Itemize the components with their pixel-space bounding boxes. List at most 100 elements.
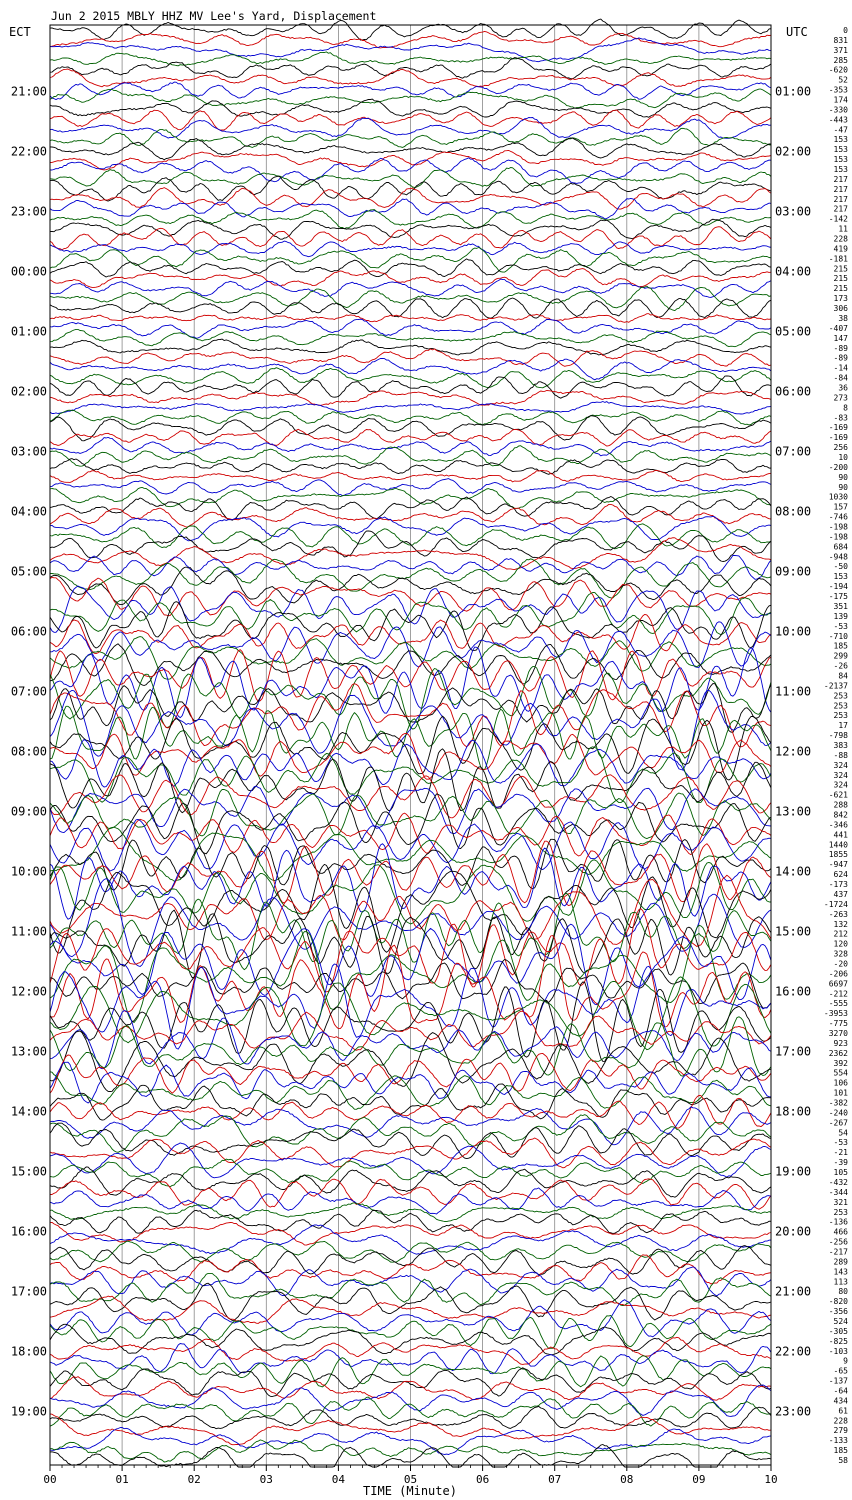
trace-line xyxy=(49,1439,772,1463)
trace-offset-label: -825 xyxy=(829,1337,848,1346)
trace-line xyxy=(49,1106,772,1146)
trace-offset-label: 2362 xyxy=(829,1049,848,1058)
trace-line xyxy=(49,127,772,148)
trace-offset-label: 324 xyxy=(834,761,849,770)
trace-offset-label: -89 xyxy=(834,344,849,353)
trace-line xyxy=(49,458,772,475)
trace-line xyxy=(49,1367,772,1397)
trace-line xyxy=(49,1083,772,1121)
trace-offset-label: 132 xyxy=(834,920,849,929)
left-hour-label: 08:00 xyxy=(11,745,47,759)
trace-offset-label: -432 xyxy=(829,1178,848,1187)
trace-offset-label: -133 xyxy=(829,1436,848,1445)
trace-line xyxy=(49,1272,772,1306)
trace-offset-label: 306 xyxy=(834,304,849,313)
trace-offset-label: 120 xyxy=(834,940,849,949)
trace-line xyxy=(49,788,772,840)
x-tick-label: 03 xyxy=(260,1473,273,1486)
right-hour-label: 20:00 xyxy=(775,1225,811,1239)
trace-offset-label: 84 xyxy=(838,671,848,680)
trace-offset-label: 434 xyxy=(834,1396,849,1405)
trace-line xyxy=(49,1016,772,1077)
trace-line xyxy=(49,840,772,907)
trace-line xyxy=(49,1061,772,1104)
trace-line xyxy=(49,576,772,617)
trace-line xyxy=(49,226,772,251)
x-tick-label: 05 xyxy=(404,1473,417,1486)
trace-offset-label: 8 xyxy=(843,403,848,412)
trace-line xyxy=(49,785,772,835)
trace-offset-label: 217 xyxy=(834,185,849,194)
trace-line xyxy=(49,436,772,457)
trace-line xyxy=(49,1122,772,1160)
trace-offset-label: 383 xyxy=(834,741,849,750)
trace-offset-label: -65 xyxy=(834,1367,849,1376)
right-hour-label: 19:00 xyxy=(775,1165,811,1179)
trace-offset-label: 285 xyxy=(834,56,849,65)
trace-line xyxy=(49,98,772,118)
trace-offset-label: 328 xyxy=(834,950,849,959)
trace-line xyxy=(49,523,772,550)
chart-title: Jun 2 2015 MBLY HHZ MV Lee's Yard, Displ… xyxy=(51,9,376,23)
trace-line xyxy=(49,348,772,367)
trace-line xyxy=(49,415,772,442)
trace-offset-label: -621 xyxy=(829,791,848,800)
trace-line xyxy=(49,705,772,771)
trace-line xyxy=(49,1187,772,1215)
trace-line xyxy=(49,496,772,521)
trace-offset-label: 61 xyxy=(838,1406,848,1415)
left-hour-label: 22:00 xyxy=(11,145,47,159)
right-timezone-label: UTC xyxy=(786,25,808,39)
right-hour-label: 04:00 xyxy=(775,265,811,279)
trace-offset-label: -3953 xyxy=(824,1009,848,1018)
trace-offset-label: -1724 xyxy=(824,900,848,909)
trace-line xyxy=(49,187,772,210)
trace-offset-label: 90 xyxy=(838,483,848,492)
trace-offset-label: 1855 xyxy=(829,850,848,859)
minute-gridlines xyxy=(121,25,700,1465)
trace-offset-label: -620 xyxy=(829,66,848,75)
trace-offset-label: -173 xyxy=(829,880,848,889)
left-hour-label: 13:00 xyxy=(11,1045,47,1059)
trace-line xyxy=(49,878,772,967)
trace-offset-label: 157 xyxy=(834,503,849,512)
right-hour-label: 23:00 xyxy=(775,1405,811,1419)
trace-line xyxy=(49,486,772,509)
left-hour-label: 15:00 xyxy=(11,1165,47,1179)
trace-offset-label: 624 xyxy=(834,870,849,879)
trace-line xyxy=(49,592,772,636)
trace-line xyxy=(49,1376,772,1401)
trace-offset-label: -382 xyxy=(829,1099,848,1108)
right-hour-label: 15:00 xyxy=(775,925,811,939)
left-hour-label: 04:00 xyxy=(11,505,47,519)
trace-offset-label: -20 xyxy=(834,959,849,968)
x-tick-label: 09 xyxy=(692,1473,705,1486)
left-hour-label: 00:00 xyxy=(11,265,47,279)
trace-line xyxy=(49,109,772,131)
trace-offset-label: 321 xyxy=(834,1198,849,1207)
trace-offset-label: 273 xyxy=(834,393,849,402)
trace-offset-label: 153 xyxy=(834,135,849,144)
trace-offset-label: 228 xyxy=(834,1416,849,1425)
trace-offset-label: 217 xyxy=(834,195,849,204)
trace-offset-label: -53 xyxy=(834,1138,849,1147)
trace-offset-label: -353 xyxy=(829,86,848,95)
trace-line xyxy=(49,1209,772,1234)
trace-offset-label: 139 xyxy=(834,612,849,621)
trace-line xyxy=(49,793,772,855)
trace-line xyxy=(49,313,772,323)
trace-line xyxy=(49,643,772,686)
left-hour-label: 19:00 xyxy=(11,1405,47,1419)
trace-offset-label: -305 xyxy=(829,1327,848,1336)
trace-line xyxy=(49,149,772,171)
trace-line xyxy=(49,30,772,49)
left-hour-label: 12:00 xyxy=(11,985,47,999)
trace-offset-label: -240 xyxy=(829,1108,848,1117)
trace-offset-label: 1440 xyxy=(829,840,848,849)
trace-offset-label: 215 xyxy=(834,284,849,293)
trace-line xyxy=(49,826,772,882)
x-tick-label: 04 xyxy=(332,1473,346,1486)
trace-line xyxy=(49,428,772,447)
trace-offset-label: -217 xyxy=(829,1247,848,1256)
trace-line xyxy=(49,1137,772,1169)
